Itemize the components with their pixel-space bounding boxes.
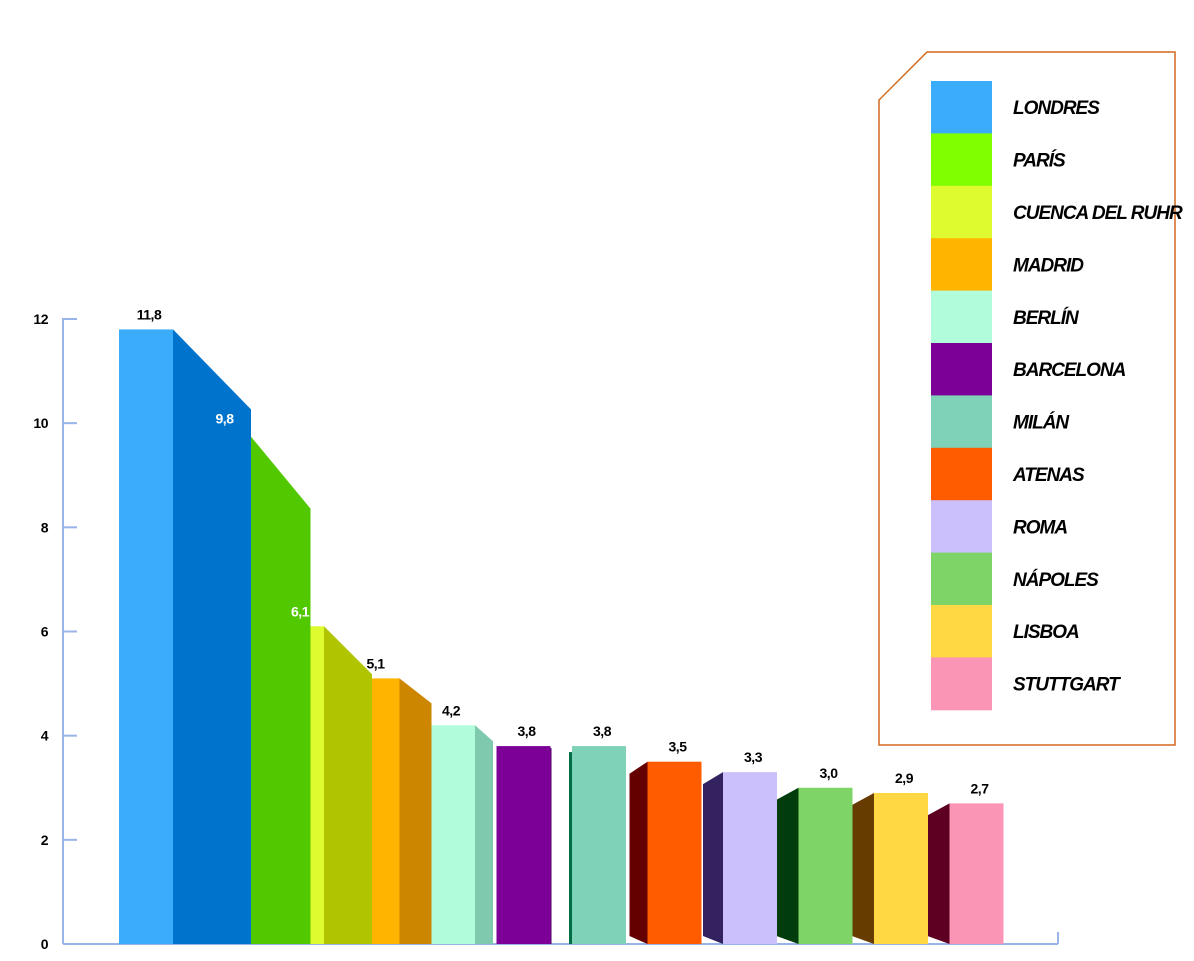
bar-side-face	[324, 626, 372, 944]
legend-swatch	[931, 447, 992, 501]
legend-label: LISBOA	[1013, 622, 1079, 643]
data-labels: 11,8 9,8 6,1 5,1 4,2 3,8 3,8 3,5 3,3 3,0 2,9 2,7	[137, 306, 990, 796]
bar-side-face	[399, 678, 432, 944]
legend-swatch	[931, 605, 992, 658]
bars	[119, 329, 1004, 945]
data-label: 11,8	[137, 306, 162, 322]
bar-londres	[119, 329, 173, 945]
legend-swatch	[931, 343, 992, 396]
legend-swatch	[931, 395, 992, 449]
legend-label: CUENCA DEL RUHR	[1013, 203, 1183, 224]
data-label: 6,1	[291, 603, 310, 619]
bar-roma	[723, 772, 777, 944]
legend-swatch	[931, 552, 992, 606]
y-tick-label: 6	[41, 624, 49, 640]
bar-side-face	[927, 803, 950, 944]
legend-swatch	[931, 500, 992, 554]
bar-milán	[572, 746, 626, 944]
data-label: 3,8	[593, 723, 612, 739]
legend-label: BERLÍN	[1013, 307, 1080, 329]
bar-side-face	[852, 792, 874, 944]
bar-atenas	[647, 761, 702, 944]
data-label: 2,7	[971, 780, 990, 796]
legend-label: BARCELONA	[1013, 360, 1126, 381]
data-label: 3,8	[518, 723, 537, 739]
legend-swatch	[931, 657, 992, 711]
y-tick-label: 8	[41, 519, 49, 535]
legend-swatch	[931, 290, 992, 344]
bar-barcelona	[496, 746, 551, 944]
bar-side-face	[248, 433, 311, 944]
legend-label: MILÁN	[1013, 412, 1070, 434]
data-label: 3,5	[669, 739, 688, 755]
y-tick-label: 10	[33, 415, 48, 431]
bar-side-face	[776, 787, 799, 944]
bar-side-face	[703, 772, 723, 944]
data-label: 5,1	[367, 655, 386, 671]
legend-label: STUTTGART	[1013, 675, 1121, 696]
legend: LONDRES PARÍS CUENCA DEL RUHR MADRID BERLÍN B…	[878, 51, 1184, 746]
legend-label: PARÍS	[1013, 150, 1066, 172]
legend-swatch	[931, 238, 992, 292]
legend-swatch	[931, 185, 992, 239]
bar-side-face	[173, 329, 251, 945]
bar-side-face	[569, 752, 572, 944]
data-label: 3,3	[744, 749, 763, 765]
data-label: 3,0	[820, 765, 839, 781]
legend-label: MADRID	[1013, 255, 1084, 276]
bar-lisboa	[874, 792, 928, 944]
legend-label: ROMA	[1013, 517, 1067, 538]
data-label: 2,9	[895, 770, 914, 786]
bar-side-face	[475, 725, 493, 944]
legend-label: ATENAS	[1012, 465, 1085, 486]
y-tick-label: 4	[41, 728, 49, 744]
bar-side-face	[629, 761, 648, 944]
bar-nápoles	[798, 787, 853, 944]
legend-label: NÁPOLES	[1013, 569, 1099, 591]
legend-swatch	[931, 81, 992, 134]
y-tick-label: 12	[33, 311, 48, 327]
bar-stuttgart	[949, 803, 1004, 944]
data-label: 4,2	[442, 702, 461, 718]
legend-label: LONDRES	[1013, 98, 1100, 119]
data-label: 9,8	[216, 411, 235, 427]
legend-swatch	[931, 133, 992, 187]
y-tick-label: 2	[41, 832, 49, 848]
y-tick-label: 0	[41, 936, 49, 952]
